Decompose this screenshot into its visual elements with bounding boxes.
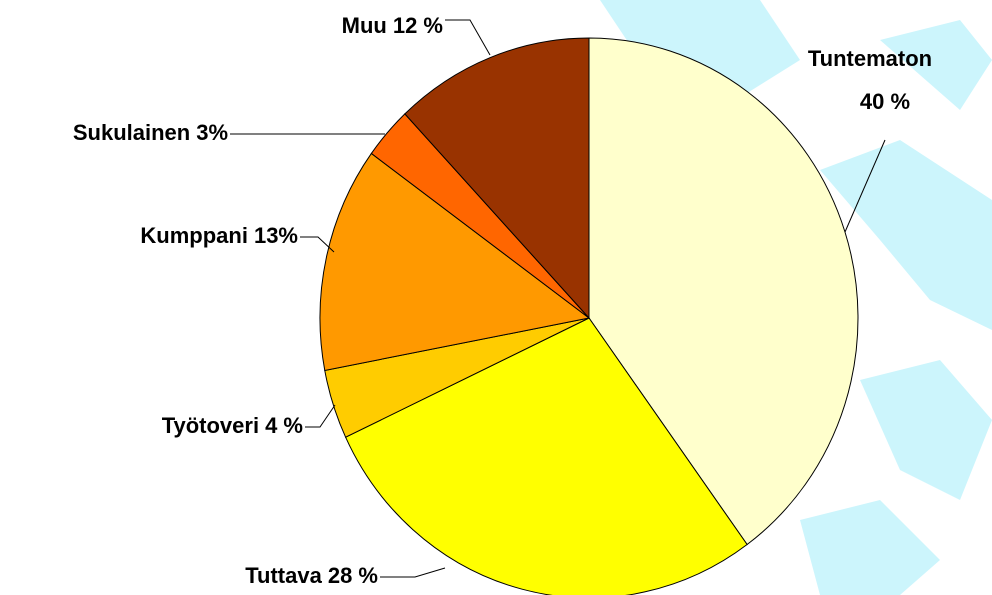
background-watermark bbox=[600, 0, 992, 595]
leader-line bbox=[300, 236, 335, 253]
slice-value-label: 28 % bbox=[328, 563, 378, 588]
slice-label: Kumppani 13% bbox=[140, 223, 298, 248]
pie bbox=[319, 37, 859, 595]
slice-value-label: 13% bbox=[254, 223, 298, 248]
slice-label: Tuttava 28 % bbox=[245, 563, 378, 588]
slice-category: Tuttava bbox=[245, 563, 322, 588]
slice-category: Sukulainen bbox=[73, 120, 190, 145]
slice-label: Työtoveri 4 % bbox=[162, 413, 303, 438]
pie-slice bbox=[344, 317, 748, 595]
leader-line bbox=[305, 404, 336, 428]
slice-category: Muu bbox=[342, 13, 387, 38]
slice-label: Sukulainen 3% bbox=[73, 120, 228, 145]
slice-category: Kumppani bbox=[140, 223, 248, 248]
pie-slice bbox=[319, 152, 591, 372]
slice-value-label: 4 % bbox=[265, 413, 303, 438]
slice-category: Työtoveri bbox=[162, 413, 259, 438]
slice-label: Tuntematon 40 % bbox=[808, 46, 932, 114]
slice-value-label: 3% bbox=[196, 120, 228, 145]
leader-line bbox=[844, 139, 886, 233]
pie-slice bbox=[404, 37, 590, 320]
slice-value-label: 12 % bbox=[393, 13, 443, 38]
slice-category: Tuntematon bbox=[808, 46, 932, 71]
slice-value-label: 40 % bbox=[860, 89, 910, 114]
slice-label: Muu 12 % bbox=[342, 13, 443, 38]
leader-line bbox=[445, 19, 491, 56]
leader-line bbox=[380, 567, 446, 578]
labels: Tuntematon 40 % Tuttava 28 % Työtoveri 4 % Kum… bbox=[73, 13, 932, 588]
